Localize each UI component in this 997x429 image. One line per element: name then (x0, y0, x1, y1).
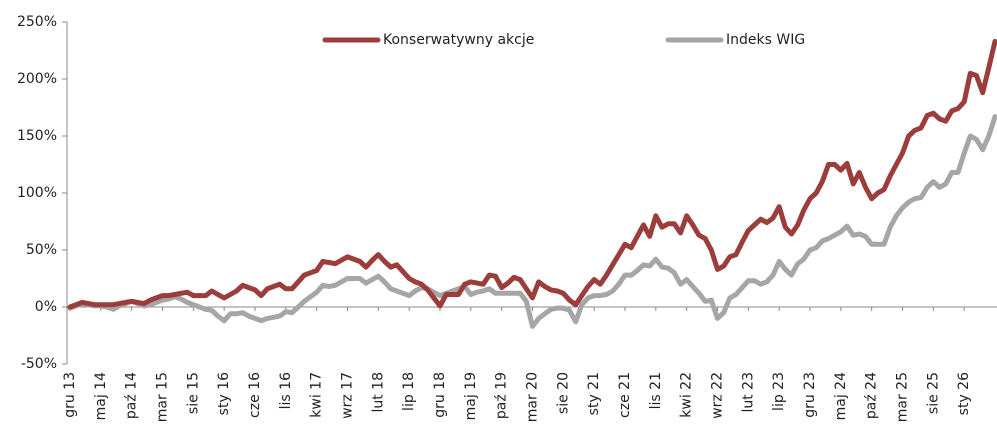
y-tick-label: 250% (17, 14, 57, 30)
series-line (67, 114, 997, 329)
x-tick-label: kwi 22 (679, 372, 695, 418)
x-tick-label: wrz 22 (710, 372, 726, 419)
x-tick-label: lut 23 (740, 372, 756, 413)
x-tick-label: lip 18 (401, 372, 417, 411)
x-tick-label: wrz 17 (340, 372, 356, 419)
x-tick-label: sie 25 (925, 372, 941, 414)
legend-label: Konserwatywny akcje (383, 32, 534, 48)
x-tick-label: sty 21 (586, 372, 602, 415)
x-tick-label: cze 21 (617, 372, 633, 418)
x-tick-label: gru 18 (432, 372, 448, 418)
x-tick-label: maj 24 (833, 372, 849, 420)
x-tick-label: maj 14 (93, 372, 109, 420)
x-tick-label: sty 26 (956, 372, 972, 415)
y-tick-label: 150% (17, 128, 57, 144)
x-tick-label: lis 21 (648, 372, 664, 409)
x-tick-label: mar 20 (525, 372, 541, 422)
x-tick-label: paź 19 (494, 372, 510, 419)
x-tick-label: gru 13 (62, 372, 78, 418)
series-line (67, 38, 997, 310)
x-tick-label: gru 23 (802, 372, 818, 418)
x-tick-label: paź 14 (124, 372, 140, 419)
x-tick-label: mar 25 (895, 372, 911, 422)
x-tick-label: paź 24 (864, 372, 880, 419)
x-tick-label: mar 15 (155, 372, 171, 422)
x-tick-label: kwi 17 (309, 372, 325, 418)
x-tick-label: sie 20 (555, 372, 571, 414)
y-tick-label: 50% (26, 242, 57, 258)
y-tick-label: 0% (35, 299, 57, 315)
legend-label: Indeks WIG (726, 32, 805, 48)
x-tick-label: lis 16 (278, 372, 294, 409)
x-tick-label: sty 16 (216, 372, 232, 415)
y-tick-label: 100% (17, 185, 57, 201)
x-tick-label: lut 18 (370, 372, 386, 413)
x-tick-label: cze 16 (247, 372, 263, 418)
y-tick-label: -50% (21, 356, 57, 372)
y-tick-label: 200% (17, 71, 57, 87)
x-tick-label: maj 19 (463, 372, 479, 420)
x-tick-label: sie 15 (185, 372, 201, 414)
x-tick-label: lip 23 (771, 372, 787, 411)
